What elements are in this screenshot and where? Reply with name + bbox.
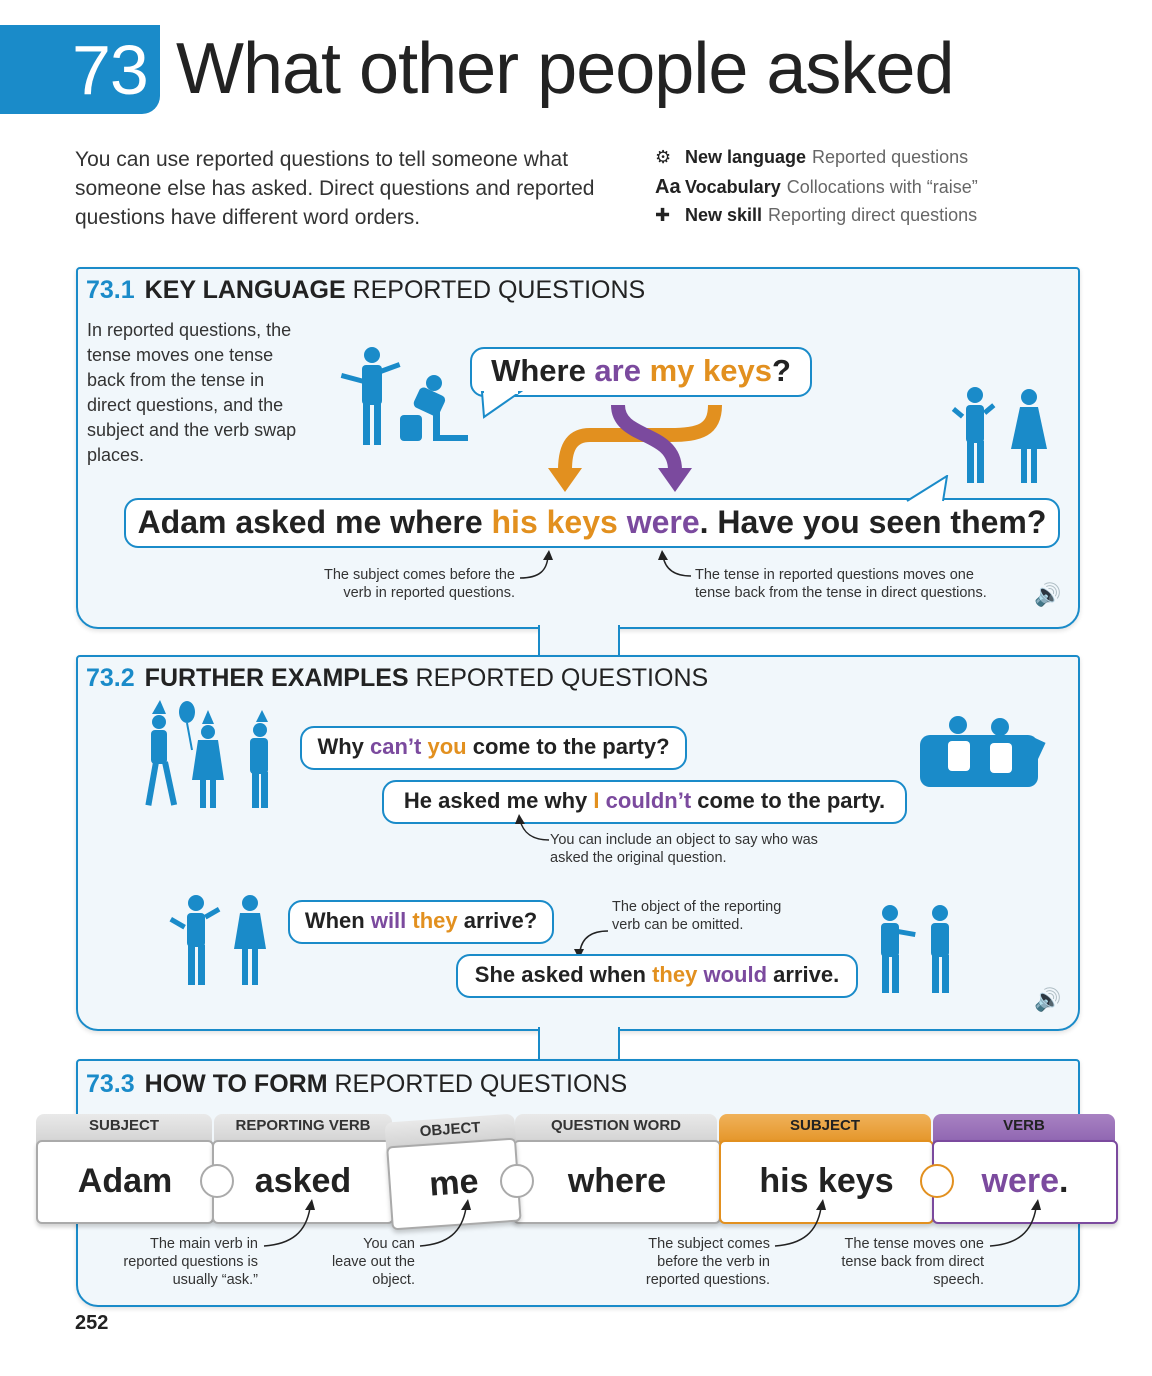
page-title: What other people asked — [176, 29, 955, 109]
note-main-verb-ask: The main verb in reported questions is u… — [123, 1236, 258, 1288]
man-searching-figure — [338, 345, 473, 450]
puzzle-piece-reporting-verb: asked — [212, 1140, 394, 1224]
info-new-skill: ✚ New skill Reporting direct questions — [655, 205, 978, 225]
puzzle-knob — [200, 1164, 234, 1198]
arrow-icon — [419, 1199, 471, 1247]
two-people-figure — [945, 385, 1055, 485]
bubble-tail-icon — [480, 391, 524, 419]
party-people-figure — [140, 700, 285, 812]
arrow-icon — [515, 814, 550, 841]
unit-badge — [0, 25, 160, 114]
panel-key-language — [76, 267, 1080, 629]
info-vocabulary: Aa Vocabulary Collocations with “raise” — [655, 176, 978, 198]
puzzle-piece-subject: his keys — [719, 1140, 934, 1224]
direct-question-bubble: When will they arrive? — [288, 900, 554, 944]
people-on-sofa-figure — [918, 715, 1050, 795]
arrow-icon — [774, 1199, 826, 1247]
note-tense-back: The tense moves one tense back from dire… — [841, 1236, 984, 1288]
swap-arrows-icon — [548, 404, 722, 492]
audio-speaker-icon[interactable]: 🔊 — [1034, 987, 1062, 1012]
section-heading-73-1: 73.1 KEY LANGUAGE REPORTED QUESTIONS — [86, 276, 646, 304]
puzzle-piece-verb: were. — [932, 1140, 1118, 1224]
arrow-icon — [263, 1199, 315, 1247]
note-subject-before-verb: The subject comes before the verb in rep… — [323, 567, 515, 601]
arrow-icon — [519, 550, 553, 579]
gears-icon: ⚙ — [655, 147, 672, 167]
bubble-tail-icon — [906, 475, 949, 502]
page-number: 252 — [75, 1312, 109, 1334]
note-subject-before-verb: The subject comes before the verb in rep… — [645, 1236, 770, 1288]
arrow-icon — [658, 550, 692, 577]
two-people-figure — [168, 893, 278, 988]
aa-icon: Aa — [655, 176, 681, 198]
note-object-omitted: The object of the reporting verb can be … — [612, 899, 782, 933]
direct-question-bubble: Where are my keys? — [470, 347, 812, 397]
panel-connector — [538, 1027, 620, 1061]
puzzle-piece-question-word: where — [513, 1140, 721, 1224]
note-leave-out-object: You can leave out the object. — [331, 1236, 415, 1288]
panel-connector — [538, 625, 620, 657]
reported-question-bubble: Adam asked me where his keys were. Have … — [124, 498, 1060, 548]
unit-number: 73 — [72, 31, 149, 109]
puzzle-piece-subject: Adam — [36, 1140, 214, 1224]
reported-question-bubble: He asked me why I couldn’t come to the p… — [382, 780, 907, 824]
puzzle-knob — [500, 1164, 534, 1198]
two-people-figure — [868, 903, 968, 995]
puzzle-icon: ✚ — [655, 205, 671, 225]
note-include-object: You can include an object to say who was… — [550, 832, 818, 866]
audio-speaker-icon[interactable]: 🔊 — [1034, 582, 1062, 607]
intro-text: You can use reported questions to tell s… — [75, 148, 595, 229]
reported-question-bubble: She asked when they would arrive. — [456, 954, 858, 998]
direct-question-bubble: Why can’t you come to the party? — [300, 726, 687, 770]
section-heading-73-2: 73.2 FURTHER EXAMPLES REPORTED QUESTIONS — [86, 664, 709, 692]
arrow-icon — [989, 1199, 1041, 1247]
puzzle-knob — [920, 1164, 954, 1198]
info-new-language: ⚙ New language Reported questions — [655, 147, 969, 167]
section-heading-73-3: 73.3 HOW TO FORM REPORTED QUESTIONS — [86, 1070, 628, 1098]
section-explanation: In reported questions, the tense moves o… — [87, 320, 297, 465]
note-tense-moves-back: The tense in reported questions moves on… — [695, 567, 987, 601]
